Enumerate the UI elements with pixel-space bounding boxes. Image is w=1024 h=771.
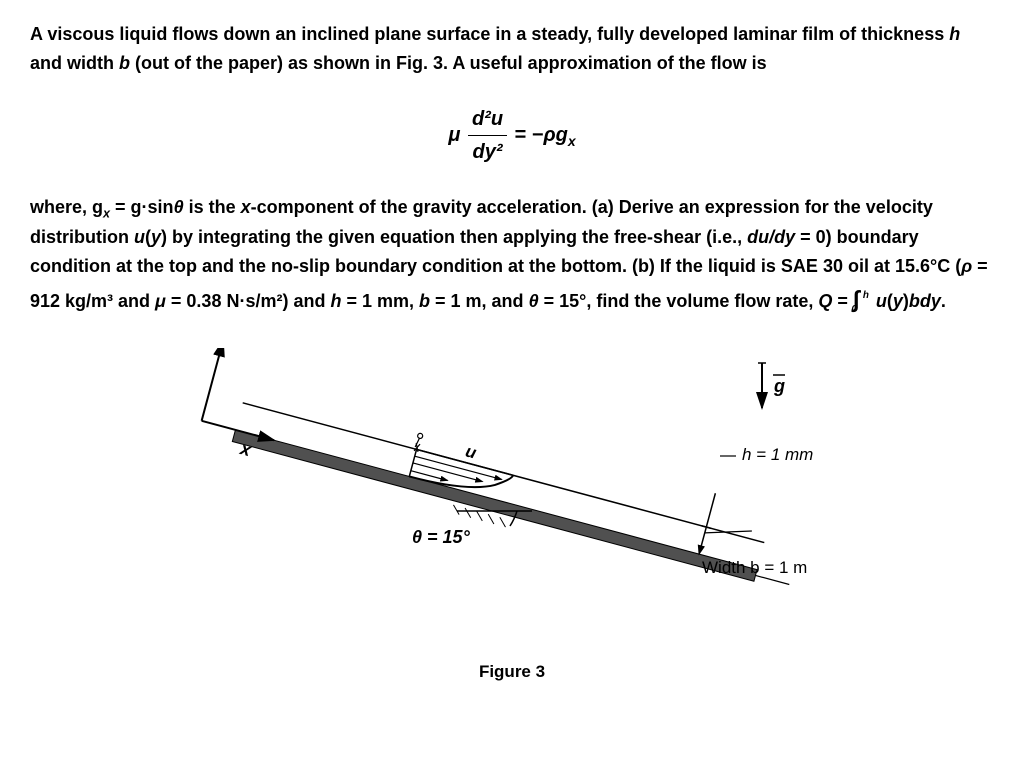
width-text: Width b = 1 m (702, 558, 807, 577)
figure-svg: y x u (122, 348, 902, 648)
sub-x: x (568, 132, 576, 148)
text: = 1 mm, (341, 291, 419, 311)
inclined-plate (232, 430, 757, 581)
text: = 0.38 N·s/m²) and (166, 291, 331, 311)
integrand-y: y (893, 291, 903, 311)
numerator: d²u (468, 103, 507, 136)
figure-3: y x u (30, 348, 994, 648)
period: . (941, 291, 946, 311)
var-h: h (949, 24, 960, 44)
text: A viscous liquid flows down an inclined … (30, 24, 949, 44)
u-label: u (463, 442, 479, 463)
problem-body: where, gx = g·sinθ is the x-component of… (30, 193, 994, 319)
text: by integrating the given equation then a… (167, 227, 747, 247)
Q: Q (818, 291, 832, 311)
rho-g: ρg (544, 123, 568, 145)
u: u (134, 227, 145, 247)
governing-equation: μ d²u dy² = −ρgx (30, 103, 994, 168)
mu: μ (155, 291, 166, 311)
problem-intro: A viscous liquid flows down an inclined … (30, 20, 994, 78)
figure-caption: Figure 3 (30, 658, 994, 685)
text: = (832, 291, 853, 311)
integrand-u: u (876, 291, 887, 311)
mu: μ (448, 123, 460, 145)
x: x (241, 197, 251, 217)
int-lower: 0 (851, 304, 857, 315)
text: = 1 m, and (430, 291, 529, 311)
var-b: b (119, 53, 130, 73)
g-label: g (773, 376, 785, 396)
text: where, g (30, 197, 103, 217)
h-dimension (694, 492, 759, 566)
rho: ρ (961, 256, 972, 276)
denominator: dy² (468, 136, 507, 168)
text: is the (184, 197, 241, 217)
theta: θ (174, 197, 184, 217)
theta: θ (529, 291, 539, 311)
gx-sub: x (103, 206, 110, 220)
dudy: du/dy (747, 227, 795, 247)
gravity-vector: g (758, 363, 785, 408)
b: b (419, 291, 430, 311)
text: and width (30, 53, 119, 73)
h-text: h = 1 mm (742, 445, 813, 464)
theta-label: θ = 15° (412, 527, 471, 547)
y: y (151, 227, 161, 247)
integrand-rest: bdy (909, 291, 941, 311)
y-axis (202, 348, 223, 421)
text: (out of the paper) as shown in Fig. 3. A… (130, 53, 767, 73)
text: = g·sin (110, 197, 174, 217)
int-upper: h (863, 290, 869, 301)
text: = 15°, find the volume flow rate, (539, 291, 819, 311)
equals: = − (515, 123, 544, 145)
h: h (330, 291, 341, 311)
